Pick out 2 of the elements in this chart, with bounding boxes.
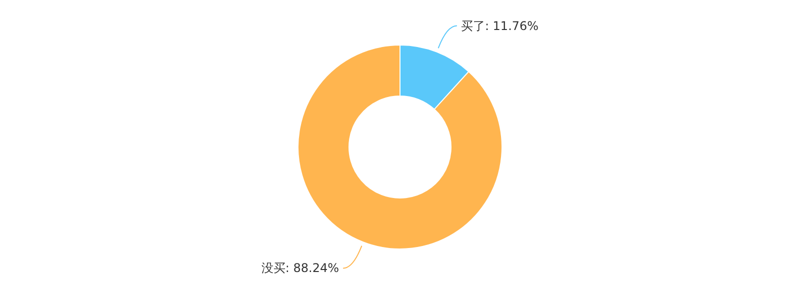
slice-label: 没买: 88.24% [261, 261, 340, 276]
slice-label: 买了: 11.76% [460, 18, 539, 33]
